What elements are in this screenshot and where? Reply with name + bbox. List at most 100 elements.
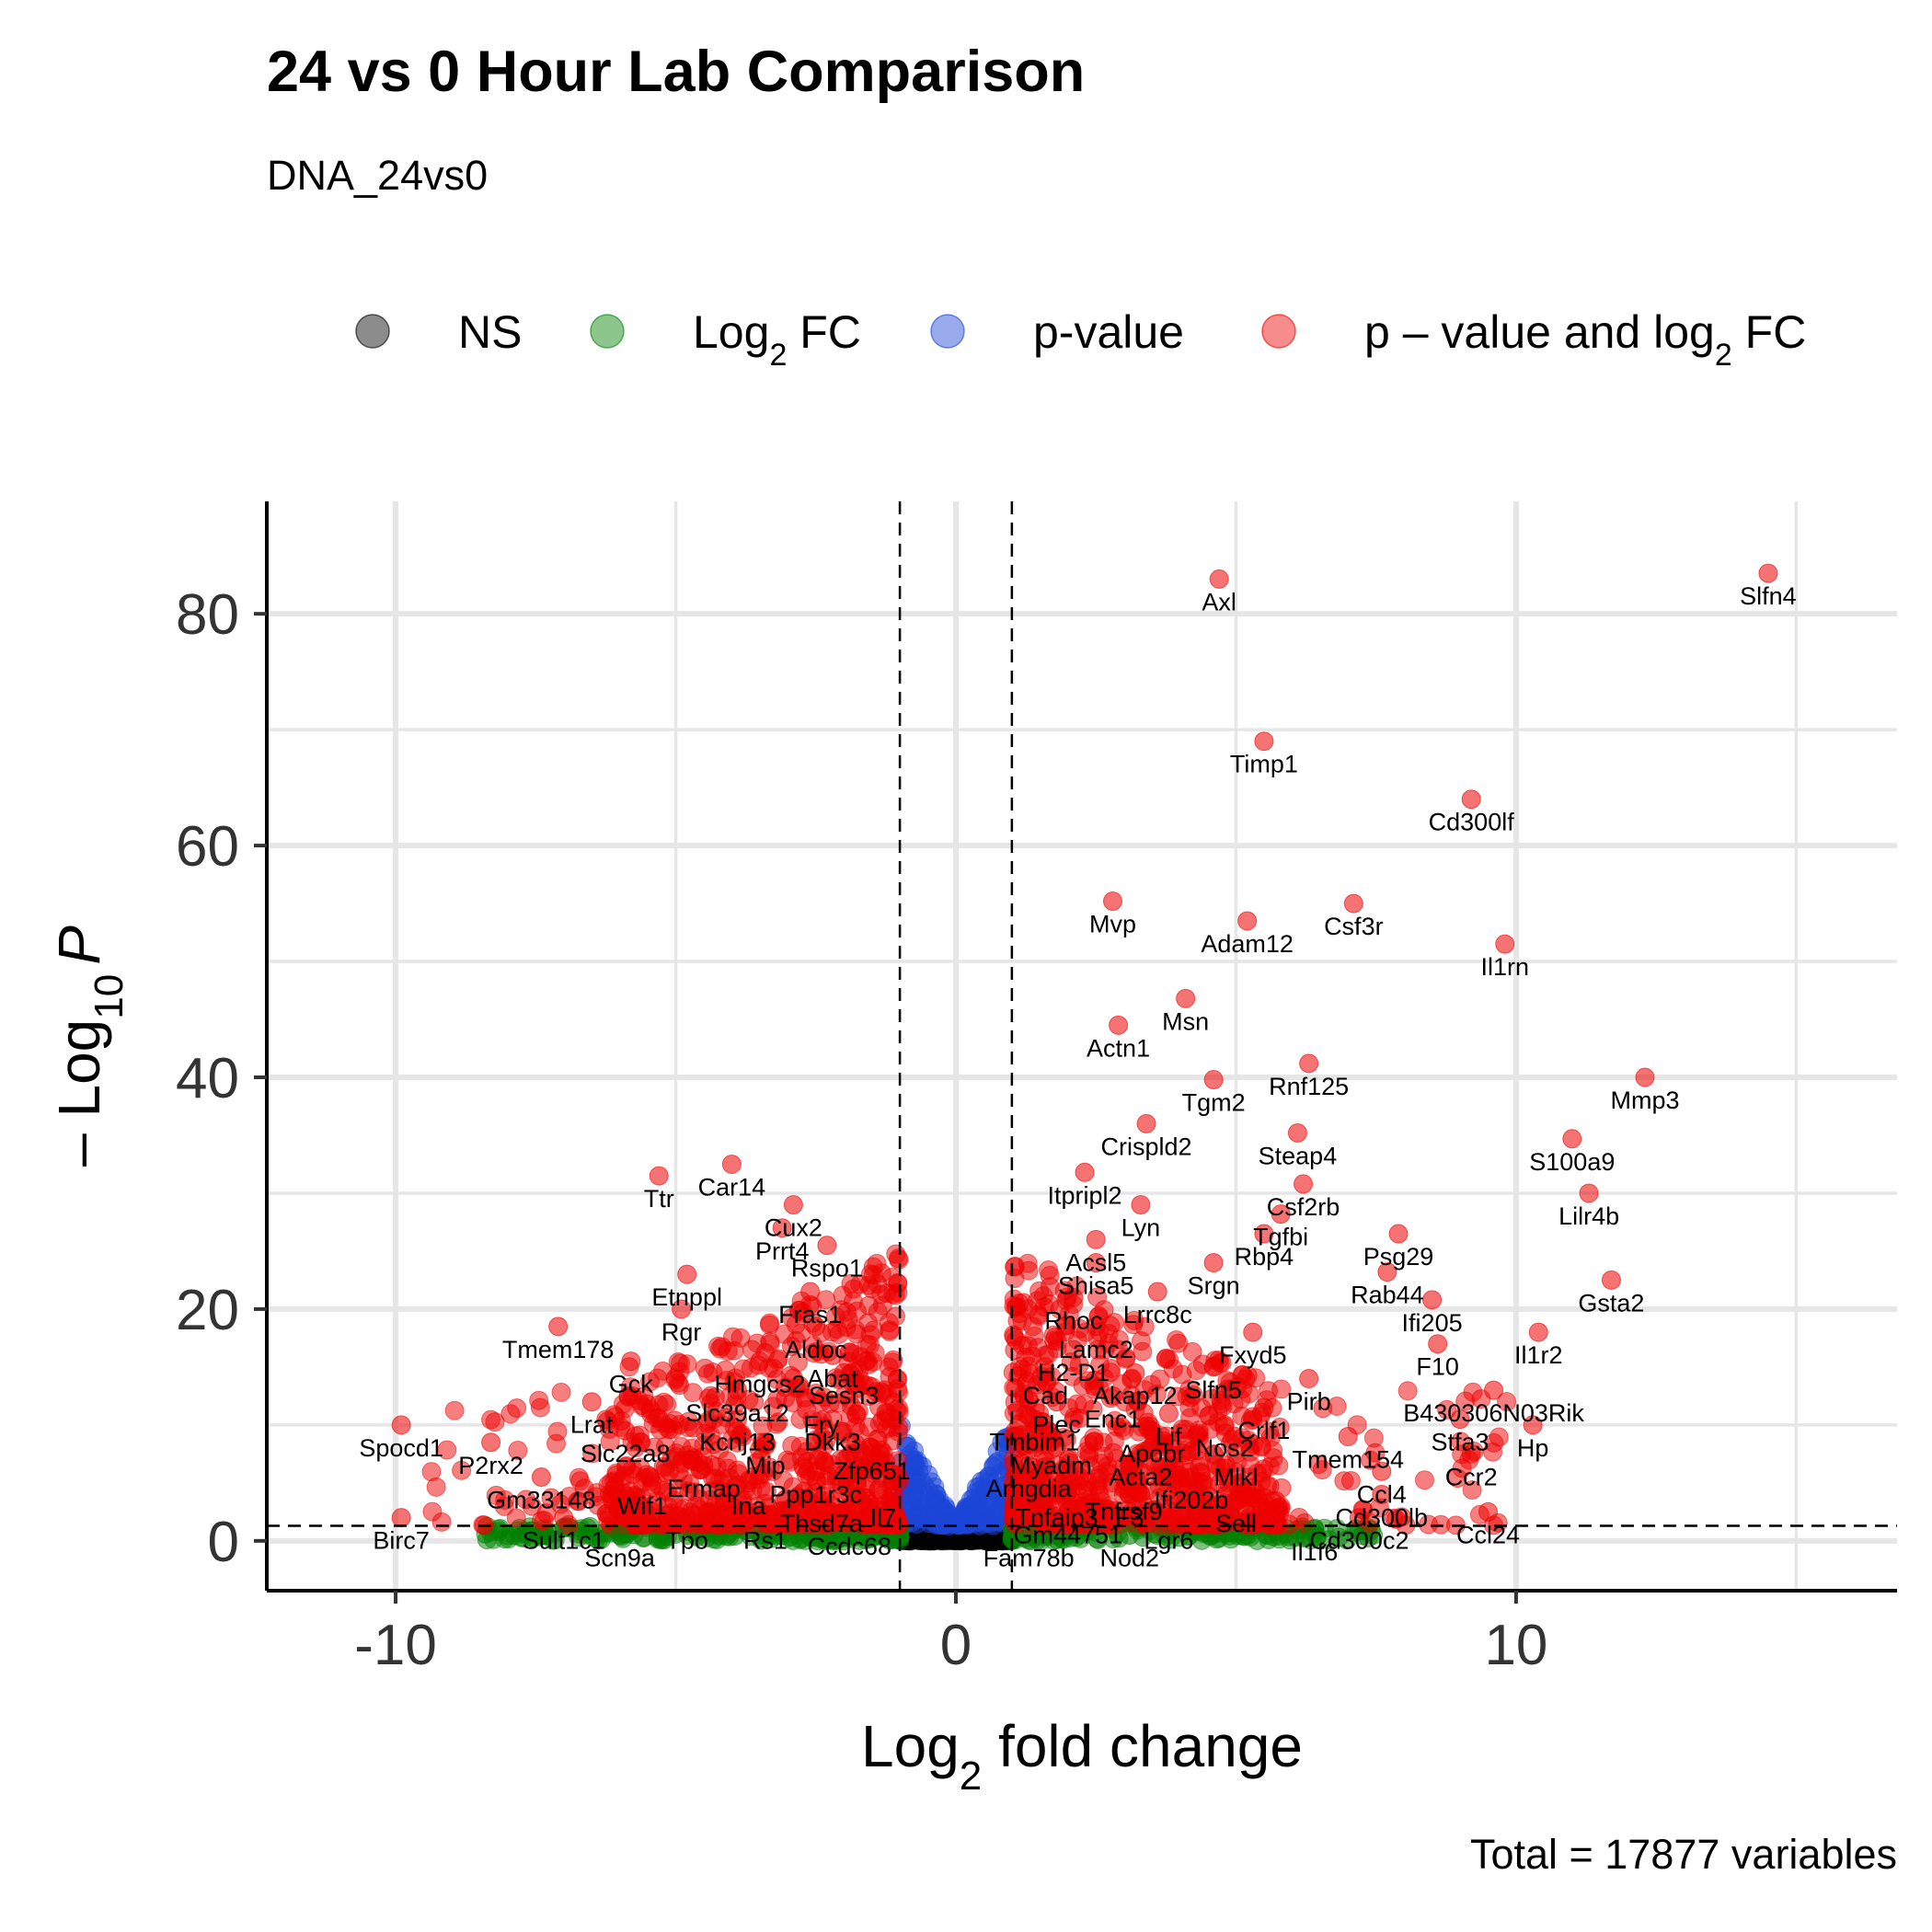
gene-point	[672, 1454, 692, 1474]
gene-point	[718, 1341, 738, 1362]
point-Acsl5	[1086, 1229, 1106, 1249]
point-P2rx2	[481, 1432, 501, 1453]
point-Tpo	[677, 1508, 697, 1528]
caption: Total = 17877 variables	[1469, 1831, 1897, 1878]
legend-marker-log2fc	[590, 314, 625, 349]
point-Lrat	[581, 1392, 602, 1412]
gene-label-Tmem178: Tmem178	[502, 1336, 615, 1363]
gene-label-Hp: Hp	[1517, 1434, 1549, 1462]
gene-label-Psg29: Psg29	[1363, 1243, 1434, 1271]
y-tick-label: 40	[176, 1047, 239, 1110]
chart-title: 24 vs 0 Hour Lab Comparison	[267, 40, 1086, 104]
gene-label-F3: F3	[1115, 1503, 1144, 1531]
point-Tgm2	[1203, 1070, 1224, 1090]
point-Ccl24	[1478, 1501, 1498, 1522]
gene-label-Csf3r: Csf3r	[1324, 913, 1384, 940]
gene-point	[889, 1249, 909, 1270]
gene-label-Nos2: Nos2	[1196, 1434, 1254, 1462]
point-Mmp3	[1635, 1067, 1655, 1087]
point-F10	[1428, 1334, 1448, 1354]
point-Akap12	[1125, 1363, 1145, 1383]
gene-point	[1131, 1331, 1151, 1351]
gene-point	[889, 1382, 909, 1402]
gene-label-Csf2rb: Csf2rb	[1267, 1193, 1340, 1221]
gene-label-Il1r2: Il1r2	[1514, 1341, 1563, 1369]
gene-point	[973, 1513, 994, 1534]
point-Birc7	[391, 1508, 411, 1528]
gene-label-Fxyd5: Fxyd5	[1219, 1341, 1287, 1369]
gene-label-Scn9a: Scn9a	[584, 1545, 656, 1572]
chart-subtitle: DNA_24vs0	[267, 152, 489, 199]
y-tick-label: 0	[208, 1511, 239, 1574]
gene-label-Steap4: Steap4	[1259, 1142, 1338, 1169]
gene-point	[713, 1504, 733, 1524]
gene-label-Rs1: Rs1	[743, 1527, 788, 1555]
gene-point	[597, 1503, 617, 1524]
gene-label-Hmgcs2: Hmgcs2	[714, 1371, 805, 1398]
x-axis-title: Log2 fold change	[861, 1713, 1303, 1799]
gene-label-Slfn5: Slfn5	[1185, 1376, 1242, 1404]
point-Cux2	[783, 1195, 803, 1215]
point-Gck	[621, 1351, 641, 1372]
gene-label-Il1f6: Il1f6	[1291, 1538, 1338, 1566]
gene-label-Sesn3: Sesn3	[809, 1382, 880, 1409]
gene-point	[1327, 1519, 1347, 1539]
legend-item-ns: NS	[355, 306, 522, 358]
legend-marker-both	[1261, 314, 1296, 349]
gene-label-Shisa5: Shisa5	[1058, 1272, 1134, 1300]
gene-point	[926, 1484, 946, 1504]
gene-label-Srgn: Srgn	[1188, 1272, 1240, 1300]
gene-point	[431, 1512, 452, 1532]
point-Timp1	[1254, 731, 1274, 752]
point-B430306N03Rik	[1484, 1380, 1504, 1400]
gene-point	[547, 1421, 568, 1442]
point-Fxyd5	[1243, 1322, 1263, 1342]
gene-point	[1182, 1341, 1202, 1362]
gene-point	[656, 1394, 676, 1414]
gene-label-Car14: Car14	[698, 1173, 766, 1201]
gene-point	[426, 1477, 446, 1497]
x-tick-label: 0	[940, 1614, 972, 1677]
gene-point	[885, 1285, 905, 1305]
gene-label-Lrrc8c: Lrrc8c	[1123, 1301, 1192, 1328]
gene-point	[1091, 1454, 1111, 1474]
point-Axl	[1209, 569, 1229, 589]
gene-label-Nod2: Nod2	[1099, 1545, 1159, 1572]
gene-point	[1163, 1359, 1183, 1379]
point-Tmem178	[548, 1317, 569, 1337]
gene-label-Sell: Sell	[1215, 1510, 1257, 1537]
gene-label-Pirb: Pirb	[1287, 1387, 1331, 1415]
point-Slc22a8	[615, 1420, 636, 1441]
point-Tmem154	[1338, 1426, 1358, 1446]
point-Crispld2	[1136, 1113, 1156, 1133]
gene-label-Itpripl2: Itpripl2	[1048, 1181, 1122, 1209]
gene-point	[530, 1397, 550, 1418]
legend-label-both: p – value and log2 FC	[1364, 306, 1806, 373]
point-Ifi205	[1422, 1290, 1443, 1310]
gene-point	[880, 1321, 900, 1341]
point-Hmgcs2	[750, 1351, 770, 1372]
gene-label-Rab44: Rab44	[1351, 1282, 1424, 1309]
point-Il1rn	[1495, 934, 1515, 954]
gene-label-Lyn: Lyn	[1121, 1214, 1161, 1242]
gene-label-Ccr2: Ccr2	[1445, 1463, 1498, 1490]
y-axis-title: – Log10P	[46, 926, 132, 1167]
legend-item-both: p – value and log2 FC	[1261, 306, 1806, 373]
gene-label-Tmem154: Tmem154	[1292, 1445, 1404, 1473]
gene-point	[859, 1335, 880, 1355]
gene-label-Enc1: Enc1	[1085, 1405, 1142, 1432]
point-Ermap	[694, 1455, 714, 1476]
x-tick-label: 10	[1484, 1614, 1547, 1677]
legend-marker-ns	[355, 314, 390, 349]
gene-point	[1289, 1507, 1309, 1527]
point-Rnf125	[1299, 1053, 1319, 1074]
gene-label-Tnfaip3: Tnfaip3	[1016, 1503, 1098, 1531]
legend-label-ns: NS	[458, 306, 522, 358]
gene-label-F10: F10	[1416, 1353, 1459, 1381]
x-tick-label: -10	[354, 1614, 437, 1677]
gene-label-Rspo1: Rspo1	[791, 1255, 863, 1282]
gene-label-Mvp: Mvp	[1089, 911, 1136, 938]
gene-label-Mmp3: Mmp3	[1610, 1087, 1679, 1114]
gene-point	[1270, 1504, 1290, 1524]
gene-point	[983, 1455, 1004, 1476]
